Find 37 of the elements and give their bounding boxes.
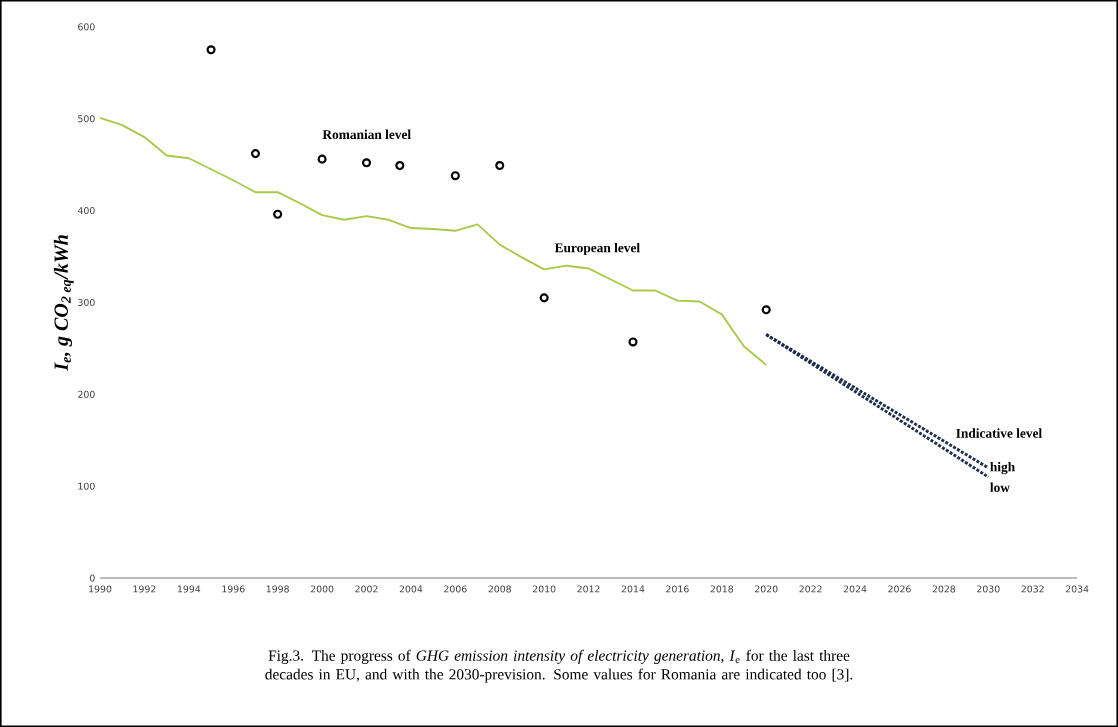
y-tick-label: 0	[89, 574, 95, 582]
x-tick-label: 2020	[755, 585, 778, 593]
x-tick-label: 2032	[1021, 585, 1044, 593]
x-tick-label: 2014	[621, 585, 645, 593]
y-tick-label: 300	[78, 298, 95, 306]
y-tick-label: 500	[78, 115, 95, 123]
x-tick-label: 1990	[89, 585, 112, 593]
y-axis-title: I$_{e}$, g CO$_{2 eq}$/kWh	[53, 235, 74, 371]
x-tick-label: 1998	[266, 585, 289, 593]
x-tick-label: 2006	[444, 585, 467, 593]
x-tick-label: 2034	[1065, 585, 1089, 593]
x-tick-label: 2028	[932, 585, 956, 593]
series-label: low	[990, 482, 1010, 492]
x-tick-label: 2010	[532, 585, 556, 593]
y-tick-label: 400	[77, 206, 95, 215]
x-tick-label: 2002	[355, 585, 378, 593]
x-tick-label: 2024	[843, 585, 867, 593]
x-tick-label: 2030	[977, 585, 1000, 593]
x-tick-label: 1992	[133, 585, 156, 593]
y-tick-label: 200	[78, 390, 95, 398]
caption: Fig.3. The progress of GHG emission intensity of electricity generation, I$_{e}$ for the last three decades in EU, and with the 2030-prevision. Some values for Romania are indicated too [3].	[265, 649, 853, 683]
y-tick-label: 100	[78, 482, 95, 490]
x-tick-label: 2018	[710, 585, 734, 593]
x-tick-label: 1996	[222, 585, 245, 593]
series-label: high	[990, 461, 1015, 475]
x-tick-label: 2008	[488, 585, 511, 593]
x-tick-label: 2022	[799, 585, 822, 593]
x-tick-label: 2016	[666, 585, 689, 593]
y-tick-label: 600	[78, 23, 95, 31]
annotation: Romanian level	[322, 129, 411, 139]
x-tick-label: 2012	[577, 585, 600, 593]
x-tick-label: 1994	[177, 585, 201, 593]
x-tick-label: 2000	[310, 585, 334, 593]
x-tick-label: 2026	[888, 585, 911, 593]
annotation: Indicative level	[956, 428, 1042, 438]
annotation: European level	[554, 242, 640, 255]
x-tick-label: 2004	[399, 585, 423, 593]
